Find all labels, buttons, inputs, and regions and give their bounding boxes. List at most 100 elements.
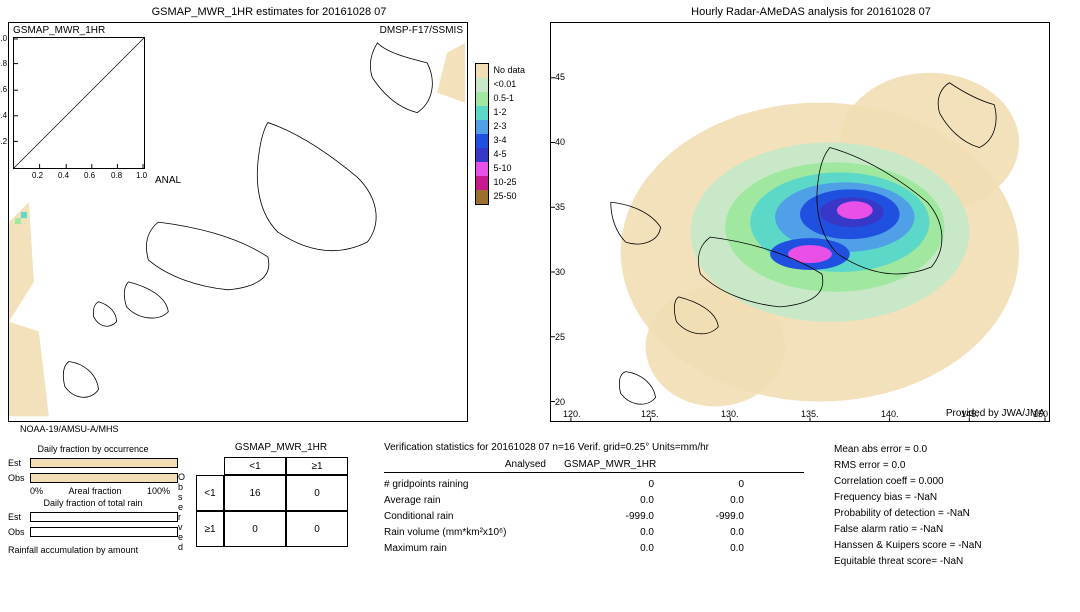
right-stat-line: Probability of detection = -NaN	[834, 506, 982, 522]
right-map-frame: Provided by JWA/JMA	[550, 22, 1050, 422]
xt: 135.	[801, 409, 819, 419]
contingency-table: Observed GSMAP_MWR_1HR <1 ≥1 <1 16 0 ≥1 …	[196, 442, 366, 557]
leg-lab: 2-3	[493, 119, 525, 133]
color-legend: No data <0.01 0.5-1 1-2 2-3 3-4 4-5 5-10…	[475, 63, 525, 205]
swatch-1-2	[476, 106, 488, 120]
stats-divider	[384, 472, 804, 473]
inset-yt: 0.6	[0, 85, 7, 94]
est-col-label: GSMAP_MWR_1HR	[564, 459, 654, 470]
left-map-frame: GSMAP_MWR_1HR DMSP-F17/SSMIS 0.2 0.4 0.6…	[8, 22, 468, 422]
left-map-below-label: NOAA-19/AMSU-A/MHS	[20, 424, 119, 434]
right-map-panel: Hourly Radar-AMeDAS analysis for 2016102…	[550, 4, 1072, 430]
leg-lab: No data	[493, 63, 525, 77]
leg-lab: 3-4	[493, 133, 525, 147]
right-stat-line: Frequency bias = -NaN	[834, 490, 982, 506]
swatch-2-3	[476, 120, 488, 134]
xt: 125.	[641, 409, 659, 419]
swatch-5-10	[476, 162, 488, 176]
bar-outer	[30, 473, 178, 483]
leg-lab: 10-25	[493, 175, 525, 189]
range-max: 100%	[147, 486, 170, 496]
bar-lab-est: Est	[8, 512, 26, 522]
ct-11: 0	[286, 511, 348, 547]
ct-title: GSMAP_MWR_1HR	[196, 442, 366, 453]
inset-yt: 0.4	[0, 111, 7, 120]
inset-yt: 1.0	[0, 34, 7, 43]
swatch-05-1	[476, 92, 488, 106]
yt: 40	[555, 137, 565, 147]
bar-lab-obs: Obs	[8, 473, 26, 483]
bar-lab-obs: Obs	[8, 527, 26, 537]
ct-col-ge1: ≥1	[286, 457, 348, 475]
ct-row-ge1: ≥1	[196, 511, 224, 547]
left-map-panel: GSMAP_MWR_1HR estimates for 20161028 07 …	[8, 4, 530, 430]
right-stat-line: Equitable threat score= -NaN	[834, 554, 982, 570]
legend-swatches	[475, 63, 489, 205]
leg-lab: 25-50	[493, 189, 525, 203]
xt: 150	[1033, 409, 1048, 419]
observed-side-label: Observed	[178, 472, 185, 552]
ct-01: 0	[286, 475, 348, 511]
right-map-title: Hourly Radar-AMeDAS analysis for 2016102…	[550, 4, 1072, 22]
anal-col-label: Analysed	[384, 459, 564, 470]
xt: 145.	[961, 409, 979, 419]
fraction-block: Daily fraction by occurrence Est Obs 0% …	[8, 442, 178, 557]
right-stat-line: Correlation coeff = 0.000	[834, 474, 982, 490]
ct-blank	[196, 457, 224, 475]
bar-fill	[31, 474, 177, 482]
right-stat-line: Hanssen & Kuipers score = -NaN	[834, 538, 982, 554]
swatch-25-50	[476, 190, 488, 204]
ct-row-lt1: <1	[196, 475, 224, 511]
bar-fill	[31, 459, 177, 467]
range-min: 0%	[30, 486, 43, 496]
axis-label: Areal fraction	[68, 486, 121, 496]
swatch-3-4	[476, 134, 488, 148]
bar-lab-est: Est	[8, 458, 26, 468]
inset-yt: 0.2	[0, 137, 7, 146]
yt: 30	[555, 267, 565, 277]
ct-grid: <1 ≥1 <1 16 0 ≥1 0 0	[196, 457, 366, 547]
bar-est: Est	[8, 456, 178, 470]
legend-labels: No data <0.01 0.5-1 1-2 2-3 3-4 4-5 5-10…	[493, 63, 525, 205]
right-stat-line: False alarm ratio = -NaN	[834, 522, 982, 538]
right-stats: Mean abs error = 0.0RMS error = 0.0Corre…	[834, 442, 982, 570]
right-stat-line: RMS error = 0.0	[834, 458, 982, 474]
range-row: 0% Areal fraction 100%	[30, 486, 170, 496]
leg-lab: <0.01	[493, 77, 525, 91]
bar-obs2: Obs	[8, 525, 178, 539]
left-coast-svg	[9, 23, 467, 421]
ct-10: 0	[224, 511, 286, 547]
xt: 130.	[721, 409, 739, 419]
yt: 25	[555, 332, 565, 342]
bar-outer	[30, 458, 178, 468]
inset-yt: 0.8	[0, 59, 7, 68]
ct-00: 16	[224, 475, 286, 511]
top-row: GSMAP_MWR_1HR estimates for 20161028 07 …	[0, 0, 1080, 430]
leg-lab: 0.5-1	[493, 91, 525, 105]
yt: 20	[555, 397, 565, 407]
left-map-title: GSMAP_MWR_1HR estimates for 20161028 07	[8, 4, 530, 22]
yt: 45	[555, 72, 565, 82]
bar-obs: Obs	[8, 471, 178, 485]
swatch-lt001	[476, 78, 488, 92]
swatch-nodata	[476, 64, 488, 78]
swatch-4-5	[476, 148, 488, 162]
leg-lab: 4-5	[493, 147, 525, 161]
leg-lab: 5-10	[493, 161, 525, 175]
stats-block: Verification statistics for 20161028 07 …	[384, 442, 1072, 557]
yt: 35	[555, 202, 565, 212]
bar-est2: Est	[8, 510, 178, 524]
right-stat-line: Mean abs error = 0.0	[834, 442, 982, 458]
frac-title-1: Daily fraction by occurrence	[8, 444, 178, 454]
xt: 140.	[881, 409, 899, 419]
right-coast-svg	[551, 23, 1049, 421]
frac-title-2: Daily fraction of total rain	[8, 498, 178, 508]
frac-title-3: Rainfall accumulation by amount	[8, 545, 178, 555]
ct-col-lt1: <1	[224, 457, 286, 475]
bottom-row: Daily fraction by occurrence Est Obs 0% …	[8, 442, 1072, 557]
swatch-10-25	[476, 176, 488, 190]
bar-outer	[30, 512, 178, 522]
xt: 120.	[563, 409, 581, 419]
bar-outer	[30, 527, 178, 537]
leg-lab: 1-2	[493, 105, 525, 119]
